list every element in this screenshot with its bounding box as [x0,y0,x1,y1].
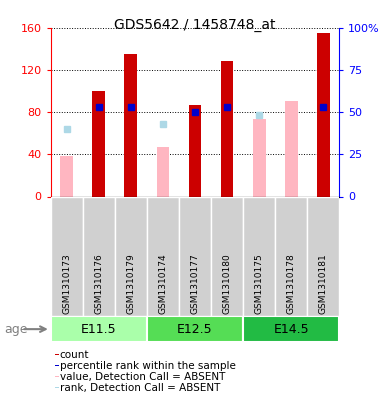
Bar [243,316,339,342]
Text: GDS5642 / 1458748_at: GDS5642 / 1458748_at [114,18,276,32]
Bar [124,54,137,196]
Bar [211,196,243,316]
Bar [55,365,59,366]
Bar [55,354,59,355]
Bar [83,196,115,316]
Bar [179,196,211,316]
Bar [55,387,59,388]
Bar [156,147,169,196]
Text: GSM1310176: GSM1310176 [94,253,103,314]
Text: age: age [4,323,27,336]
Text: rank, Detection Call = ABSENT: rank, Detection Call = ABSENT [60,382,220,393]
Bar [147,196,179,316]
Bar [189,105,201,196]
Text: GSM1310174: GSM1310174 [158,253,167,314]
Text: value, Detection Call = ABSENT: value, Detection Call = ABSENT [60,371,225,382]
Text: GSM1310179: GSM1310179 [126,253,135,314]
Text: E14.5: E14.5 [273,323,309,336]
Bar [55,376,59,377]
Bar [317,33,330,196]
Bar [243,196,275,316]
Text: GSM1310177: GSM1310177 [190,253,200,314]
Text: GSM1310181: GSM1310181 [319,253,328,314]
Text: GSM1310178: GSM1310178 [287,253,296,314]
Bar [115,196,147,316]
Bar [51,196,83,316]
Bar [92,91,105,196]
Bar [147,316,243,342]
Text: E11.5: E11.5 [81,323,117,336]
Bar [275,196,307,316]
Bar [60,156,73,196]
Bar [285,101,298,196]
Bar [51,316,147,342]
Text: GSM1310175: GSM1310175 [255,253,264,314]
Text: count: count [60,350,89,360]
Text: percentile rank within the sample: percentile rank within the sample [60,360,236,371]
Bar [253,119,266,196]
Text: GSM1310180: GSM1310180 [223,253,232,314]
Bar [221,61,234,196]
Bar [307,196,339,316]
Text: E12.5: E12.5 [177,323,213,336]
Text: GSM1310173: GSM1310173 [62,253,71,314]
